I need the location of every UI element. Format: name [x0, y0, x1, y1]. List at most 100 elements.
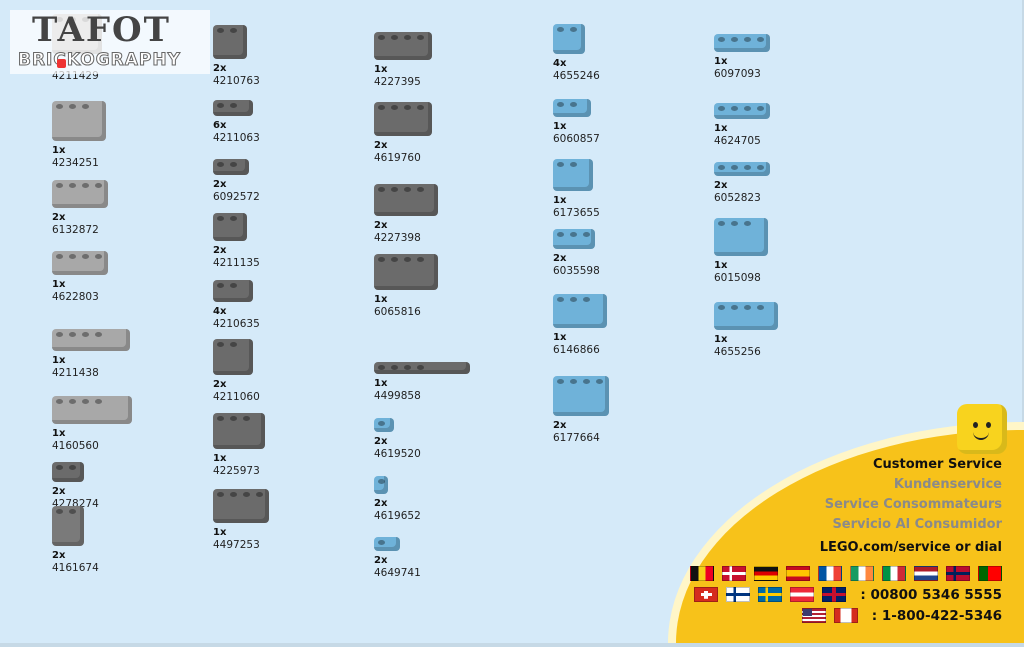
brick-image: [714, 162, 770, 176]
watermark-text: BRICKOGRAPHY: [18, 50, 181, 70]
part-quantity: 4x: [553, 58, 567, 69]
part-quantity: 1x: [374, 294, 388, 305]
part-number: 6092572: [213, 191, 260, 203]
portugal-flag-icon: [978, 566, 1002, 581]
flags-row-1: [682, 565, 1002, 581]
brick-image: [374, 418, 394, 432]
part-number: 4161674: [52, 562, 99, 574]
part-number: 4211063: [213, 132, 260, 144]
watermark-logo: TAFOT BRICKOGRAPHY: [10, 10, 210, 74]
brick-image: [213, 213, 247, 241]
service-link[interactable]: LEGO.com/service or dial: [819, 540, 1002, 555]
part-number: 6015098: [714, 272, 761, 284]
brick-image: [553, 229, 595, 249]
part-number: 4499858: [374, 390, 421, 402]
united-states-flag-icon: [801, 608, 826, 623]
part-quantity: 2x: [52, 212, 66, 223]
flags-row-3: : 1-800-422-5346: [794, 607, 1002, 624]
brick-image: [374, 537, 400, 551]
part-quantity: 1x: [553, 121, 567, 132]
brick-image: [52, 251, 108, 275]
brick-image: [553, 376, 609, 416]
brick-image: [374, 362, 470, 374]
part-number: 6132872: [52, 224, 99, 236]
part-number: 4624705: [714, 135, 761, 147]
spain-flag-icon: [786, 566, 810, 581]
brick-image: [374, 32, 432, 60]
brick-image: [374, 102, 432, 136]
part-quantity: 2x: [52, 550, 66, 561]
brick-image: [52, 180, 108, 208]
brick-image: [213, 100, 253, 116]
part-quantity: 1x: [374, 64, 388, 75]
brick-image: [213, 339, 253, 375]
part-number: 4211438: [52, 367, 99, 379]
phone-europe: : 00800 5346 5555: [860, 586, 1002, 603]
part-number: 4227398: [374, 232, 421, 244]
part-quantity: 2x: [374, 140, 388, 151]
watermark-mark: TAFOT: [32, 10, 171, 50]
part-quantity: 1x: [714, 56, 728, 67]
brick-image: [714, 103, 770, 119]
part-number: 6060857: [553, 133, 600, 145]
watermark-brick-icon: [57, 59, 66, 68]
brick-image: [714, 34, 770, 52]
part-quantity: 1x: [52, 279, 66, 290]
part-quantity: 1x: [213, 527, 227, 538]
brick-image: [213, 280, 253, 302]
brick-image: [374, 184, 438, 216]
phone-north-america: : 1-800-422-5346: [871, 607, 1002, 624]
part-number: 4619760: [374, 152, 421, 164]
part-quantity: 1x: [553, 332, 567, 343]
part-quantity: 1x: [714, 123, 728, 134]
minifig-head-icon: [957, 404, 1007, 454]
part-number: 4234251: [52, 157, 99, 169]
united-kingdom-flag-icon: [822, 587, 847, 602]
part-quantity: 2x: [714, 180, 728, 191]
part-number: 6097093: [714, 68, 761, 80]
part-quantity: 2x: [52, 486, 66, 497]
part-number: 4497253: [213, 539, 260, 551]
part-number: 4210763: [213, 75, 260, 87]
finland-flag-icon: [726, 587, 751, 602]
canada-flag-icon: [833, 608, 858, 623]
translation-fr: Service Consommateurs: [824, 497, 1002, 512]
translation-es: Servicio Al Consumidor: [832, 517, 1002, 532]
brick-image: [52, 101, 106, 141]
part-quantity: 2x: [374, 498, 388, 509]
part-quantity: 1x: [553, 195, 567, 206]
part-number: 4210635: [213, 318, 260, 330]
belgium-flag-icon: [690, 566, 714, 581]
part-number: 6035598: [553, 265, 600, 277]
part-number: 4225973: [213, 465, 260, 477]
brick-image: [52, 329, 130, 351]
brick-image: [52, 506, 84, 546]
part-quantity: 2x: [213, 179, 227, 190]
customer-service-panel: Customer Service Kundenservice Service C…: [660, 400, 1024, 643]
brick-image: [52, 462, 84, 482]
part-quantity: 6x: [213, 120, 227, 131]
part-quantity: 1x: [213, 453, 227, 464]
brick-image: [553, 294, 607, 328]
part-number: 4622803: [52, 291, 99, 303]
part-number: 4227395: [374, 76, 421, 88]
part-number: 4211135: [213, 257, 260, 269]
flags-row-2: : 00800 5346 5555: [686, 586, 1002, 603]
austria-flag-icon: [790, 587, 815, 602]
brick-image: [714, 218, 768, 256]
part-number: 4655246: [553, 70, 600, 82]
part-quantity: 1x: [52, 355, 66, 366]
part-quantity: 1x: [52, 428, 66, 439]
part-quantity: 2x: [374, 220, 388, 231]
denmark-flag-icon: [722, 566, 746, 581]
part-quantity: 1x: [714, 334, 728, 345]
part-number: 6052823: [714, 192, 761, 204]
brick-image: [213, 413, 265, 449]
sweden-flag-icon: [758, 587, 783, 602]
netherlands-flag-icon: [914, 566, 938, 581]
part-number: 4655256: [714, 346, 761, 358]
part-number: 6146866: [553, 344, 600, 356]
part-quantity: 1x: [374, 378, 388, 389]
part-number: 4649741: [374, 567, 421, 579]
